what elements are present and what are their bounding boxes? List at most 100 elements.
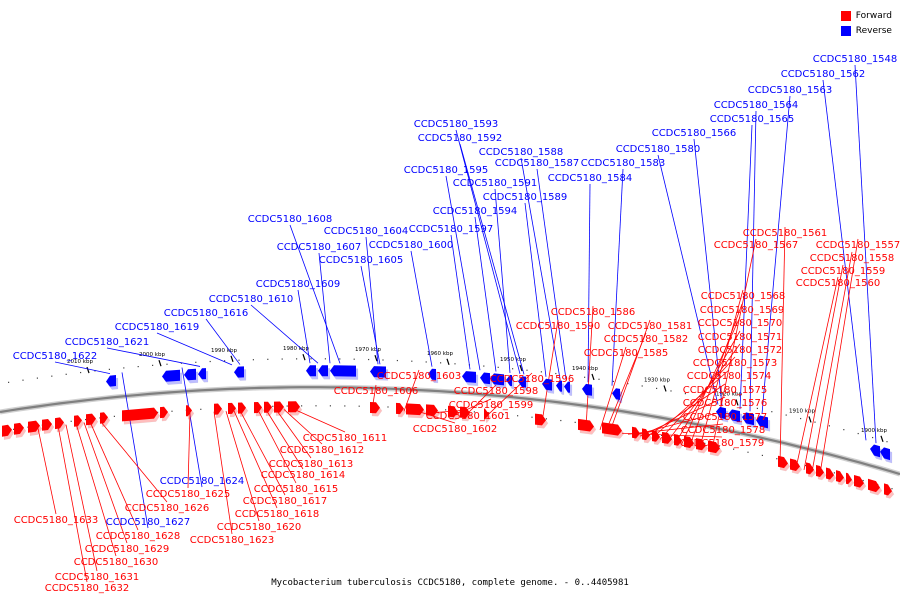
kbp-tick-label: 1970 kbp: [355, 347, 381, 353]
kbp-tick-label: 2010 kbp: [67, 359, 93, 365]
gene-label: CCDC5180_1571: [698, 332, 783, 343]
kbp-tick: [519, 364, 523, 372]
minor-tick: [733, 448, 735, 450]
minor-tick: [488, 412, 490, 414]
minor-tick: [728, 401, 730, 403]
minor-tick: [497, 366, 499, 368]
forward-gene: [74, 415, 82, 427]
leader-line: [445, 175, 481, 371]
reverse-gene: [480, 372, 490, 385]
leader-line: [318, 252, 331, 364]
gene-label: CCDC5180_1611: [303, 433, 388, 444]
forward-gene: [288, 401, 300, 413]
gene-label: CCDC5180_1609: [256, 279, 341, 290]
minor-tick: [531, 416, 533, 418]
gene-label: CCDC5180_1586: [551, 307, 636, 318]
minor-tick: [8, 381, 10, 383]
gene-label: CCDC5180_1605: [319, 255, 404, 266]
leader-line: [811, 251, 853, 473]
minor-tick: [281, 358, 283, 360]
minor-tick: [584, 376, 586, 378]
kbp-tick-label: 1980 kbp: [283, 346, 309, 352]
leader-line: [520, 157, 561, 379]
leader-line: [250, 304, 319, 364]
reverse-gene: [318, 365, 328, 377]
reverse-gene: [428, 368, 436, 380]
leader-line: [65, 424, 98, 572]
forward-gene: [122, 407, 158, 422]
gene-label: CCDC5180_1589: [483, 192, 568, 203]
gene-label: CCDC5180_1590: [516, 321, 601, 332]
gene-label: CCDC5180_1570: [698, 318, 783, 329]
gene-label: CCDC5180_1604: [324, 226, 409, 237]
minor-tick: [387, 406, 389, 408]
minor-tick: [123, 367, 125, 369]
kbp-tick-label: 1900 kbp: [861, 428, 887, 434]
gene-label: CCDC5180_1581: [608, 321, 693, 332]
legend: Forward Reverse: [840, 8, 892, 38]
leader-line: [822, 79, 867, 441]
gene-label: CCDC5180_1612: [280, 445, 365, 456]
gene-label: CCDC5180_1585: [584, 348, 669, 359]
kbp-tick: [735, 399, 739, 406]
minor-tick: [517, 415, 519, 417]
minor-tick: [440, 362, 442, 364]
gene-label: CCDC5180_1583: [581, 158, 666, 169]
minor-tick: [329, 405, 331, 407]
minor-tick: [805, 464, 807, 467]
gene-label: CCDC5180_1607: [277, 242, 362, 253]
reverse-gene: [198, 368, 206, 380]
gene-label: CCDC5180_1578: [681, 425, 766, 436]
forward-gene: [86, 413, 96, 426]
minor-tick: [656, 387, 658, 390]
minor-tick: [238, 359, 240, 361]
leader-line: [205, 318, 241, 365]
gene-label: CCDC5180_1565: [710, 114, 795, 125]
forward-gene: [160, 406, 168, 419]
gene-label: CCDC5180_1580: [616, 144, 701, 155]
minor-tick: [718, 445, 720, 447]
forward-gene: [602, 422, 622, 436]
leader-line: [465, 384, 497, 416]
minor-tick: [627, 383, 629, 385]
reverse-gene: [582, 383, 592, 396]
gene-label: CCDC5180_1626: [125, 503, 210, 514]
reverse-gene: [518, 376, 526, 388]
minor-tick: [13, 428, 15, 430]
minor-tick: [526, 369, 528, 371]
minor-tick: [224, 360, 226, 362]
leader-line: [681, 316, 741, 444]
forward-gene: [836, 470, 844, 483]
minor-tick: [761, 454, 763, 457]
forward-gene: [778, 455, 788, 469]
gene-label: CCDC5180_1596: [490, 374, 575, 385]
reverse-gene: [880, 447, 890, 461]
gene-label: CCDC5180_1631: [55, 572, 140, 583]
minor-tick: [569, 374, 571, 376]
gene-label: CCDC5180_1624: [160, 476, 245, 487]
minor-tick: [368, 358, 370, 361]
gene-label: CCDC5180_1576: [683, 398, 768, 409]
minor-tick: [267, 358, 269, 360]
minor-tick: [747, 451, 749, 453]
minor-tick: [713, 398, 715, 400]
kbp-tick-label: 1950 kbp: [500, 357, 526, 363]
leader-line: [633, 410, 726, 436]
minor-tick: [113, 415, 115, 417]
forward-gene: [868, 478, 880, 493]
gene-label: CCDC5180_1633: [14, 515, 99, 526]
forward-gene: [884, 483, 892, 496]
forward-gene: [708, 440, 720, 454]
leader-line: [494, 188, 511, 373]
gene-label: CCDC5180_1564: [714, 100, 799, 111]
minor-tick: [771, 411, 773, 413]
gene-label: CCDC5180_1630: [74, 557, 159, 568]
reverse-gene: [490, 373, 504, 386]
gene-label: CCDC5180_1587: [495, 158, 580, 169]
minor-tick: [545, 418, 547, 420]
forward-gene: [406, 403, 424, 416]
minor-tick: [756, 407, 758, 410]
leader-line: [474, 216, 497, 372]
genome-caption: Mycobacterium tuberculosis CCDC5180, com…: [271, 578, 629, 588]
leader-line: [541, 319, 559, 423]
